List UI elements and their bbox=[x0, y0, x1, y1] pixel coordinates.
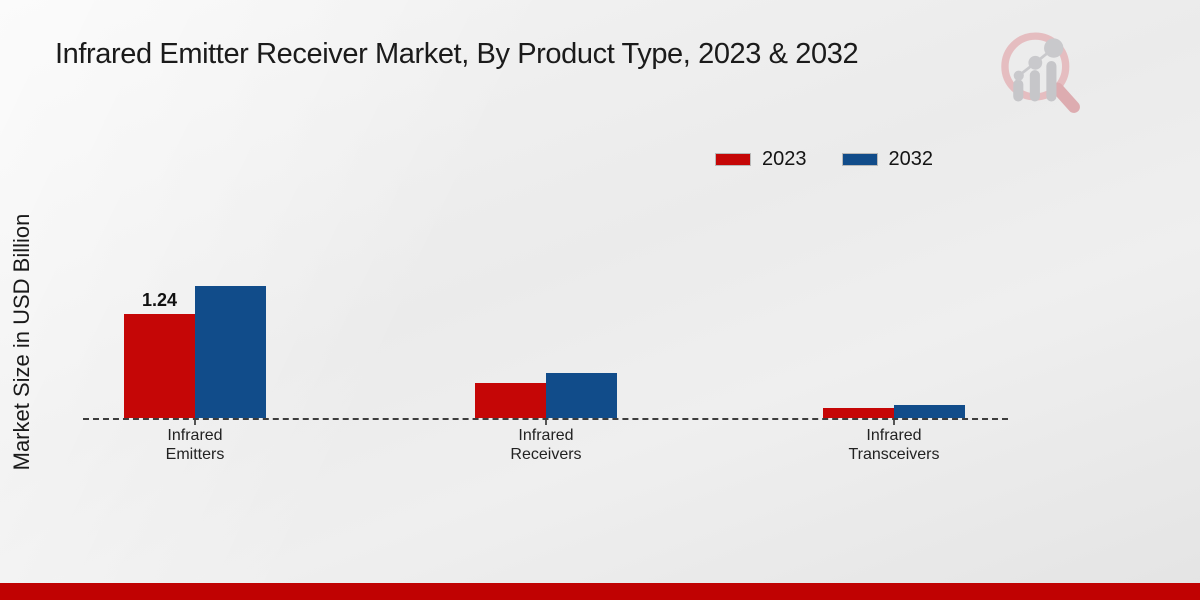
footer-accent-bar bbox=[0, 583, 1200, 600]
bar-2023-category-0 bbox=[124, 313, 195, 418]
legend-label-2023: 2023 bbox=[762, 148, 807, 170]
category-label-infrared-emitters: Infrared Emitters bbox=[165, 427, 225, 463]
legend-label-2032: 2032 bbox=[888, 148, 934, 170]
legend-swatch-2023 bbox=[716, 154, 750, 165]
plot-area: 1.24 bbox=[83, 0, 1008, 425]
legend: 2023 2032 bbox=[716, 148, 933, 171]
category-label-infrared-transceivers: Infrared Transceivers bbox=[848, 427, 940, 463]
x-axis-tick bbox=[893, 420, 895, 425]
category-label-infrared-receivers: Infrared Receivers bbox=[510, 427, 582, 463]
x-axis-tick bbox=[545, 420, 547, 425]
bar-2032-category-1 bbox=[546, 372, 617, 418]
y-axis-label: Market Size in USD Billion bbox=[9, 213, 34, 471]
legend-item-2023: 2023 bbox=[716, 148, 807, 171]
bar-2032-category-0 bbox=[195, 286, 266, 418]
magnifier-bar-chart-logo-icon bbox=[1001, 32, 1080, 113]
legend-swatch-2032 bbox=[842, 154, 877, 165]
legend-item-2032: 2032 bbox=[842, 148, 934, 171]
bar-2032-category-2 bbox=[894, 405, 965, 418]
bar-value-label: 1.24 bbox=[141, 289, 178, 310]
x-axis-tick bbox=[194, 420, 196, 425]
bar-2023-category-1 bbox=[475, 382, 546, 418]
chart-title: Infrared Emitter Receiver Market, By Pro… bbox=[55, 38, 859, 70]
bar-2023-category-2 bbox=[823, 407, 894, 418]
